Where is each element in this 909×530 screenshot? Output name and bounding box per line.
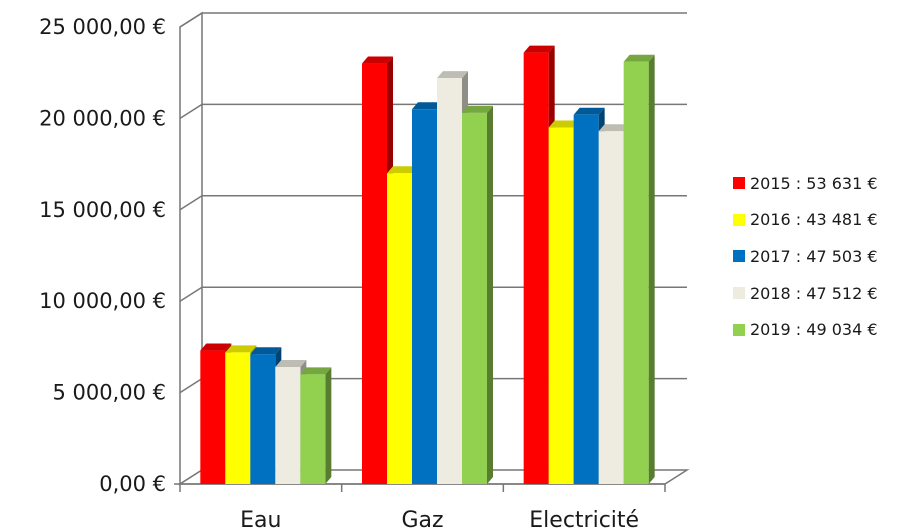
bar-top-face [225,345,257,353]
bar-top-face [200,343,232,351]
legend-item: 2018 : 47 512 € [733,275,905,312]
bar-top-face [462,105,493,113]
bar-top-face [300,367,332,375]
y-tick-label: 10 000,00 € [39,289,166,313]
bar-front-face [437,78,462,485]
bar-top-face [598,124,630,132]
legend-label: 2018 : 47 512 € [750,283,878,303]
gridline-depth [179,12,203,28]
bar-top-face [362,56,393,64]
bar-top-face [275,360,307,368]
legend-item: 2016 : 43 481 € [733,202,905,239]
gridline-depth [179,103,203,120]
bar-side-face [487,105,493,484]
bar [623,54,655,485]
y-tick-label: 0,00 € [99,472,166,496]
legend-swatch [733,250,745,263]
bar-front-face [598,131,624,485]
chart-side-wall [179,11,203,486]
x-category-label: Eau [240,508,281,530]
y-axis-tick-labels: 0,00 € 5 000,00 € 10 000,00 € 15 000,00 € 20… [39,15,166,496]
legend-swatch [733,177,745,190]
bar-front-face [548,127,574,484]
gridline-depth [179,195,203,211]
bar-top-face [573,107,605,115]
legend-item: 2017 : 47 503 € [733,238,905,275]
bar-front-face [573,114,599,484]
legend-label: 2015 : 53 631 € [750,173,878,193]
bar-side-face [648,54,655,485]
bar-front-face [300,374,326,484]
legend-swatch [733,287,745,300]
legend-label: 2017 : 47 503 € [750,246,878,266]
x-axis [174,483,666,492]
bar-front-face [225,352,251,484]
bar-front-face [200,350,226,484]
y-tick-label: 5 000,00 € [52,381,166,405]
legend-swatch [733,323,745,336]
legend-item: 2019 : 49 034 € [733,311,905,348]
bar-front-face [623,61,649,485]
legend-swatch [733,213,745,226]
bar-front-face [250,354,276,484]
bar-top-face [412,102,443,110]
bar-front-face [523,52,549,484]
legend: 2015 : 53 631 € 2016 : 43 481 € 2017 : 47 … [733,165,905,348]
gridline-depth [179,377,203,394]
bar-top-face [523,45,555,53]
y-tick-label: 20 000,00 € [39,106,166,130]
bar-side-face [325,367,332,484]
bar-front-face [387,173,412,485]
bar-top-face [623,54,655,62]
y-tick-label: 15 000,00 € [39,198,166,222]
bar-front-face [462,112,487,484]
x-category-label: Electricité [529,508,639,530]
bar [300,367,332,484]
bar-front-face [362,63,387,485]
legend-label: 2019 : 49 034 € [750,320,878,340]
gridline-depth [179,286,203,302]
bar-top-face [437,71,468,79]
y-tick-label: 25 000,00 € [39,15,166,39]
bar [462,105,493,484]
bar-front-face [275,367,301,484]
category-labels: Eau Gaz Electricité [240,508,639,530]
bar [225,345,257,484]
bars [200,45,655,485]
legend-item: 2015 : 53 631 € [733,165,905,202]
bar-top-face [250,347,282,355]
bar-front-face [412,109,437,484]
bar-top-face [387,166,418,174]
bar-top-face [548,120,580,128]
legend-label: 2016 : 43 481 € [750,210,878,230]
x-category-label: Gaz [401,508,443,530]
